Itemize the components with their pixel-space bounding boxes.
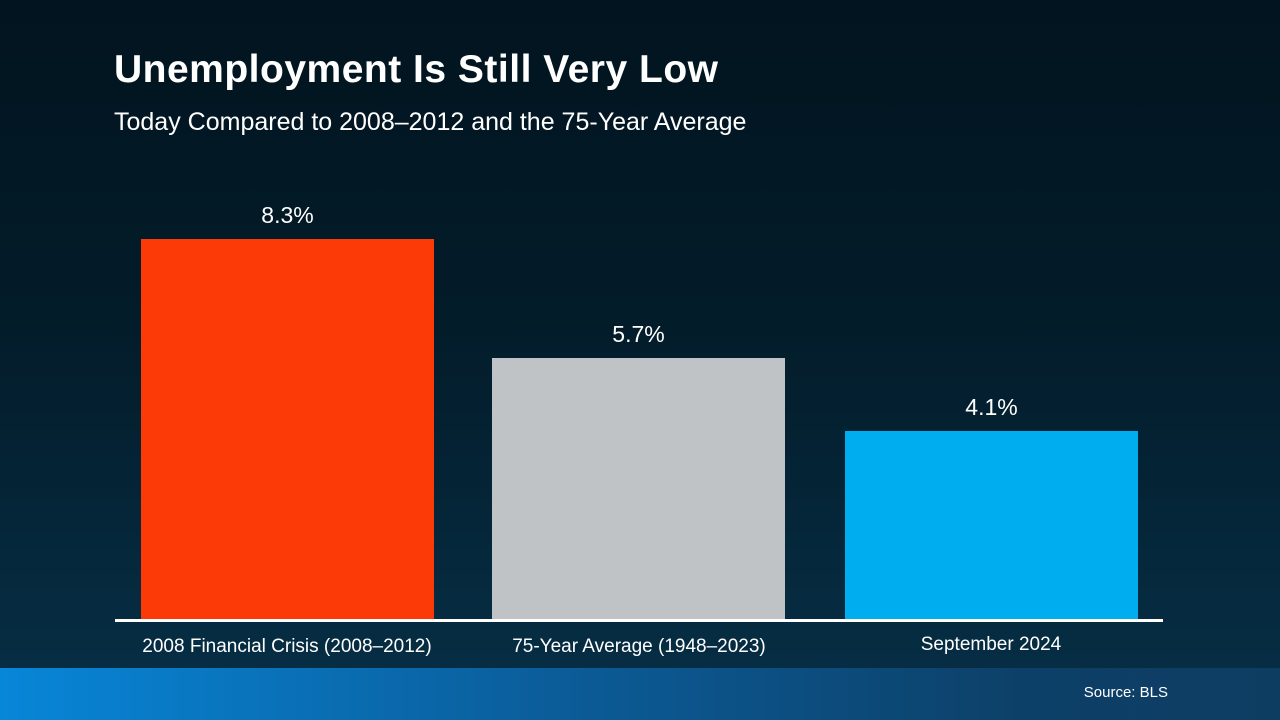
bar-value-label: 8.3%	[261, 202, 314, 228]
category-label-75yr-average: 75-Year Average (1948–2023)	[512, 636, 766, 657]
category-label-2008-crisis: 2008 Financial Crisis (2008–2012)	[142, 636, 432, 657]
bar-2008-crisis	[141, 239, 434, 619]
bar-75yr-average	[492, 358, 785, 619]
bar-sept-2024	[845, 431, 1138, 619]
page-title: Unemployment Is Still Very Low	[114, 48, 719, 91]
source-attribution: Source: BLS	[1083, 684, 1168, 701]
bar-value-label: 4.1%	[965, 394, 1018, 420]
footer-band: Source: BLS	[0, 668, 1280, 720]
bar-chart: 8.3% 5.7% 4.1%	[115, 202, 1163, 622]
bar-value-label: 5.7%	[612, 321, 665, 347]
category-axis: 2008 Financial Crisis (2008–2012) 75-Yea…	[115, 634, 1163, 664]
category-label-sept-2024: September 2024	[920, 634, 1062, 655]
page-subtitle: Today Compared to 2008–2012 and the 75-Y…	[114, 108, 747, 136]
